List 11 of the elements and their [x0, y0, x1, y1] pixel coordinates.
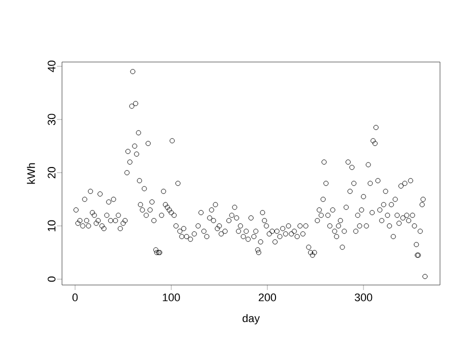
- x-axis-title: day: [242, 314, 260, 324]
- x-tick-label: 200: [258, 294, 276, 302]
- y-tick-label: 10: [48, 220, 56, 232]
- y-tick-label: 30: [48, 114, 56, 126]
- y-tick-label: 20: [48, 167, 56, 178]
- x-tick-label: 0: [72, 294, 78, 302]
- x-tick-label: 100: [162, 294, 180, 302]
- y-axis-title: kWh: [26, 163, 35, 184]
- y-tick-label: 40: [48, 60, 56, 72]
- x-tick-label: 300: [354, 294, 372, 302]
- y-tick-label: 0: [48, 276, 56, 282]
